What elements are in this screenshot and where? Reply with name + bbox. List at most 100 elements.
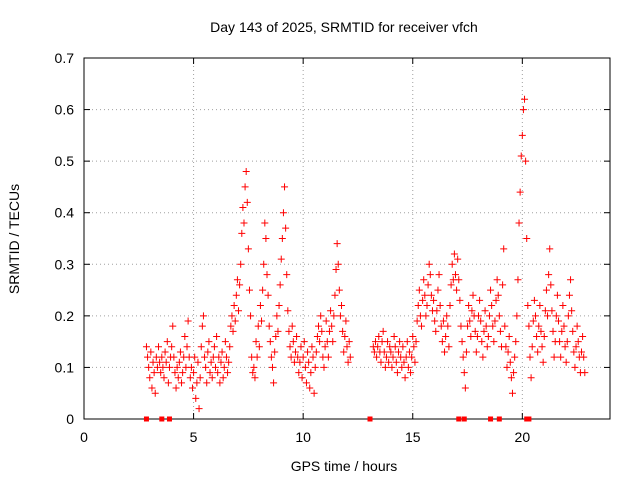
- data-point: [308, 343, 316, 351]
- data-point: [345, 338, 353, 346]
- data-point: [207, 358, 215, 366]
- data-point: [454, 255, 462, 263]
- data-point: [581, 369, 589, 377]
- data-point: [247, 312, 255, 320]
- data-point: [495, 312, 503, 320]
- data-point: [557, 353, 565, 361]
- data-point: [193, 379, 201, 387]
- data-point: [325, 327, 333, 335]
- data-point: [155, 343, 163, 351]
- data-point: [320, 363, 328, 371]
- data-point: [170, 353, 178, 361]
- data-point: [443, 312, 451, 320]
- data-point: [259, 286, 267, 294]
- data-point: [208, 374, 216, 382]
- data-point: [233, 276, 241, 284]
- data-point: [531, 312, 539, 320]
- data-point: [493, 276, 501, 284]
- data-point: [407, 369, 415, 377]
- data-point: [316, 338, 324, 346]
- data-point: [456, 296, 464, 304]
- data-point: [324, 353, 332, 361]
- data-point: [146, 374, 154, 382]
- data-point: [529, 317, 537, 325]
- data-point: [178, 379, 186, 387]
- data-point: [239, 204, 247, 212]
- data-point: [306, 384, 314, 392]
- data-point: [322, 317, 330, 325]
- data-point: [536, 302, 544, 310]
- data-point: [191, 353, 199, 361]
- data-point: [567, 276, 575, 284]
- data-point: [262, 235, 270, 242]
- data-point: [431, 317, 439, 325]
- data-point: [578, 348, 586, 356]
- data-point: [565, 291, 573, 299]
- data-point: [450, 250, 458, 258]
- data-point: [238, 229, 246, 237]
- data-point: [564, 312, 572, 320]
- data-point: [158, 353, 166, 361]
- data-point: [321, 343, 329, 351]
- data-point: [245, 286, 253, 294]
- y-tick-label: 0.5: [55, 153, 75, 169]
- data-point: [421, 291, 429, 299]
- data-point: [437, 322, 445, 330]
- data-point: [195, 405, 203, 413]
- data-point: [159, 363, 167, 371]
- data-point: [171, 369, 179, 377]
- data-point: [490, 338, 498, 346]
- data-point: [422, 312, 430, 320]
- data-point: [227, 322, 235, 330]
- data-point: [494, 291, 502, 299]
- data-point: [506, 358, 514, 366]
- data-point: [268, 363, 276, 371]
- data-point: [293, 332, 301, 340]
- gap-marker: [166, 416, 172, 422]
- data-point: [559, 302, 567, 310]
- data-point: [255, 343, 263, 351]
- data-point: [145, 363, 153, 371]
- data-point: [267, 353, 275, 361]
- data-point: [500, 245, 508, 253]
- data-point: [556, 338, 564, 346]
- data-point: [393, 369, 401, 377]
- data-point: [289, 338, 297, 346]
- data-point: [305, 358, 313, 366]
- data-point: [212, 363, 219, 371]
- data-point: [210, 343, 218, 351]
- data-point: [256, 302, 264, 310]
- data-point: [214, 369, 222, 377]
- data-point: [558, 327, 566, 335]
- data-point: [169, 322, 177, 330]
- data-point: [570, 348, 578, 356]
- data-point: [173, 363, 181, 371]
- data-point: [295, 369, 303, 377]
- data-point: [226, 343, 234, 351]
- data-point: [571, 363, 579, 371]
- y-tick-label: 0.7: [55, 50, 75, 66]
- data-point: [427, 291, 435, 299]
- data-point: [312, 348, 320, 356]
- data-point: [231, 317, 239, 325]
- data-point: [399, 343, 407, 351]
- data-point: [535, 322, 543, 330]
- data-point: [382, 353, 390, 361]
- data-point: [504, 348, 512, 356]
- data-point: [242, 167, 250, 175]
- data-point: [550, 353, 558, 361]
- data-point: [149, 358, 157, 366]
- data-point: [553, 291, 561, 299]
- data-point: [380, 348, 388, 356]
- data-point: [297, 343, 305, 351]
- data-point: [387, 348, 395, 356]
- data-point: [389, 353, 397, 361]
- data-point: [534, 348, 542, 356]
- data-point: [471, 327, 479, 335]
- data-point: [346, 353, 354, 361]
- gap-marker: [496, 416, 502, 422]
- data-point: [151, 389, 159, 397]
- y-tick-label: 0.6: [55, 102, 75, 118]
